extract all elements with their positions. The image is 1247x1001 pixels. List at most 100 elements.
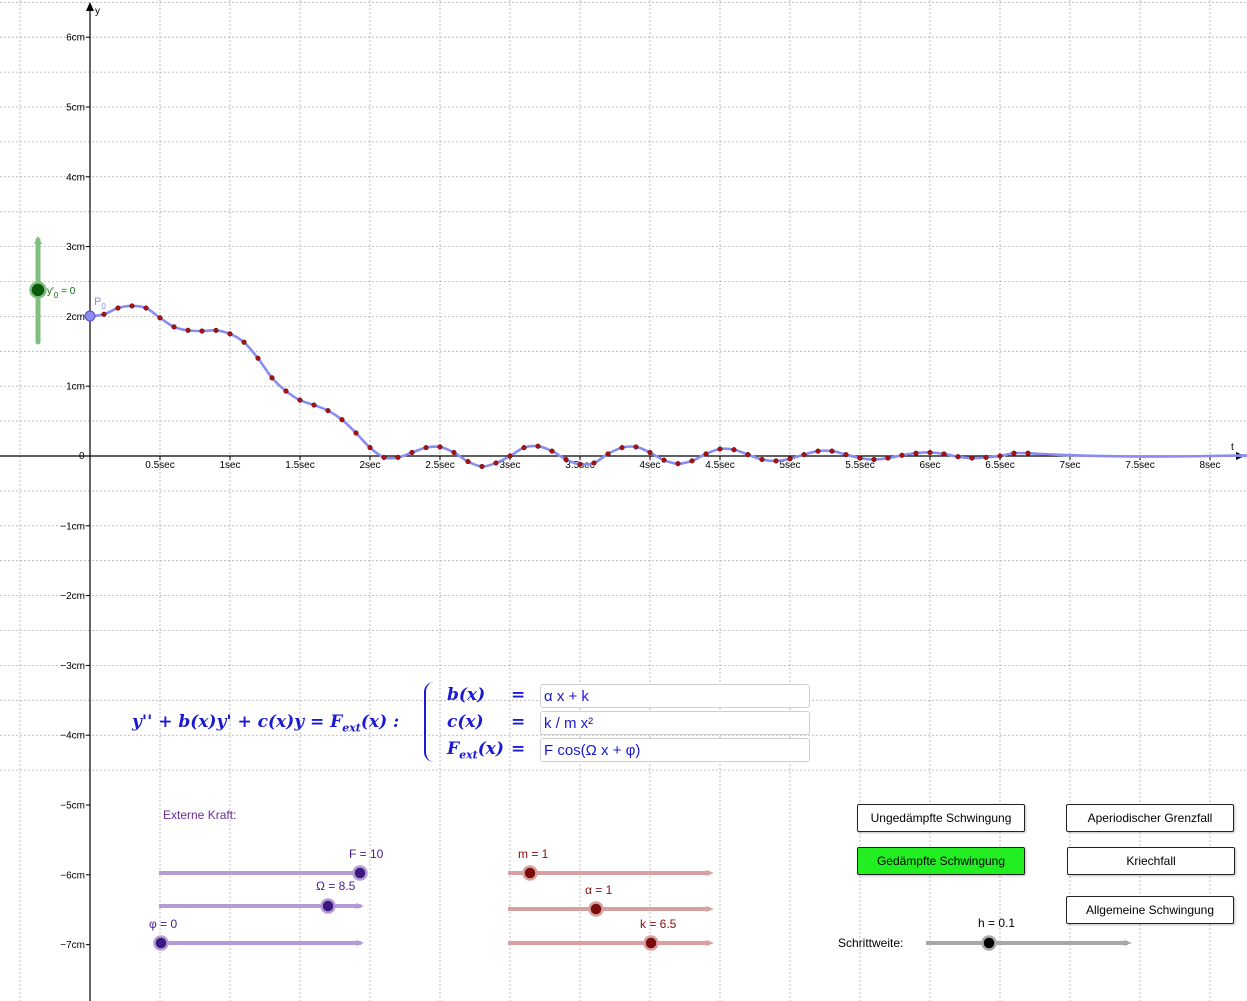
euler-point [325, 408, 331, 414]
x-axis-name: t [1231, 442, 1234, 453]
y0-slider-label: y'0 = 0 [47, 286, 76, 300]
c-function-input[interactable]: k / m x² [540, 711, 810, 735]
euler-point [605, 451, 611, 457]
euler-point [549, 448, 555, 454]
y-tick-label: −1cm [60, 521, 85, 532]
x-tick-label: 4sec [639, 460, 660, 471]
euler-point [353, 430, 359, 436]
slider-omega[interactable] [159, 898, 364, 914]
slider-F-handle[interactable] [352, 865, 368, 881]
slider-phi[interactable] [153, 935, 365, 951]
slider-alpha[interactable] [508, 901, 714, 917]
euler-point [941, 451, 947, 457]
slider-h[interactable] [926, 935, 1132, 951]
euler-point [227, 331, 233, 337]
euler-point [871, 456, 877, 463]
euler-point [143, 305, 149, 311]
y-tick-label: −3cm [60, 661, 85, 672]
slider-phi-handle[interactable] [153, 935, 169, 951]
slider-m[interactable] [508, 865, 714, 881]
euler-point [157, 315, 163, 321]
euler-point [927, 449, 933, 456]
y-tick-label: 6cm [66, 33, 85, 44]
euler-point [913, 450, 919, 456]
euler-point [507, 453, 513, 459]
eq-row-f: Fext(x) [447, 739, 504, 762]
euler-point [591, 460, 597, 466]
euler-point [395, 454, 401, 460]
slider-h-arrow-icon [1124, 940, 1132, 946]
aperiodic-limit-button[interactable]: Aperiodischer Grenzfall [1066, 804, 1234, 832]
euler-point [129, 303, 135, 309]
creep-case-button[interactable]: Kriechfall [1067, 847, 1235, 875]
b-function-input[interactable]: α x + k [540, 684, 810, 708]
x-tick-label: 8sec [1199, 460, 1220, 471]
slider-omega-handle[interactable] [320, 898, 336, 914]
equation-brace [424, 682, 436, 762]
step-size-label: Schrittweite: [838, 936, 904, 950]
euler-point [857, 455, 863, 461]
euler-point [521, 445, 527, 451]
euler-point [269, 375, 275, 381]
euler-point [703, 451, 709, 457]
euler-point [647, 449, 653, 456]
origin-label: 0 [79, 451, 85, 462]
slider-h-handle[interactable] [981, 935, 997, 951]
eq-sign-c: = [511, 712, 526, 732]
euler-point [199, 328, 205, 334]
slider-phi-arrow-icon [356, 940, 364, 946]
x-tick-label: 2.5sec [425, 460, 454, 471]
eq-row-b: b(x) [447, 685, 486, 705]
slider-alpha-handle[interactable] [588, 901, 604, 917]
eq-sign-f: = [511, 739, 526, 759]
euler-point [675, 461, 681, 467]
slider-m-handle[interactable] [522, 865, 538, 881]
slider-F-label: F = 10 [349, 847, 384, 861]
slider-m-arrow-icon [706, 870, 714, 876]
y0-slider-arrow-icon [34, 236, 42, 244]
y0-slider[interactable]: y'0 = 0 [29, 236, 76, 345]
slider-k-handle[interactable] [643, 935, 659, 951]
x-tick-label: 4.5sec [705, 460, 734, 471]
euler-point [381, 454, 387, 460]
euler-point [535, 443, 541, 449]
euler-point [619, 445, 625, 451]
euler-point [479, 463, 485, 470]
slider-F[interactable] [159, 865, 368, 881]
y0-slider-handle[interactable] [29, 281, 47, 299]
undamped-oscillation-button[interactable]: Ungedämpfte Schwingung [857, 804, 1025, 832]
general-oscillation-button[interactable]: Allgemeine Schwingung [1066, 896, 1234, 924]
x-tick-label: 1.5sec [285, 460, 314, 471]
slider-k[interactable] [508, 935, 714, 951]
euler-point [493, 460, 499, 466]
f-function-input[interactable]: F cos(Ω x + φ) [540, 738, 810, 762]
euler-point [283, 388, 289, 394]
euler-point [773, 458, 779, 464]
x-tick-label: 2sec [359, 460, 380, 471]
euler-point [451, 449, 457, 456]
slider-m-label: m = 1 [518, 847, 549, 861]
y-tick-label: 4cm [66, 172, 85, 183]
y-tick-label: −7cm [60, 940, 85, 951]
euler-point [885, 455, 891, 461]
euler-points [101, 303, 1031, 470]
euler-point [717, 446, 723, 452]
y-tick-label: 3cm [66, 242, 85, 253]
start-point-p0[interactable] [84, 310, 96, 322]
euler-point [983, 454, 989, 460]
euler-point [409, 449, 415, 456]
euler-point [633, 444, 639, 450]
euler-point [241, 339, 247, 345]
y-axis-name: y [95, 6, 100, 17]
x-tick-label: 5sec [779, 460, 800, 471]
slider-alpha-label: α = 1 [585, 883, 613, 897]
y-tick-label: 5cm [66, 103, 85, 114]
damped-oscillation-button[interactable]: Gedämpfte Schwingung [857, 847, 1025, 875]
external-force-label: Externe Kraft: [163, 808, 237, 822]
euler-point [1011, 450, 1017, 456]
y-tick-label: −2cm [60, 591, 85, 602]
euler-point [339, 417, 345, 423]
